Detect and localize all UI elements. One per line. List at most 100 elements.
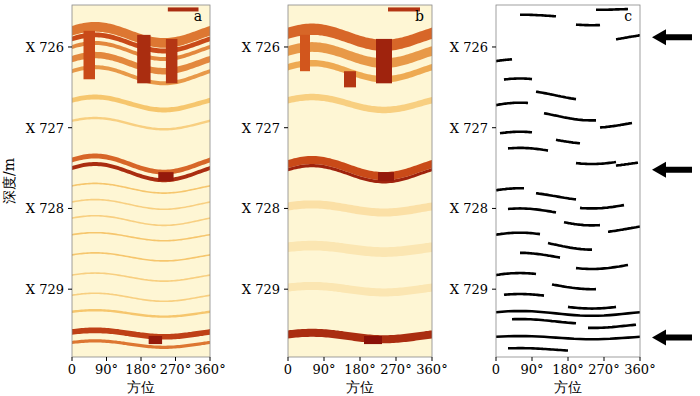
trace	[616, 35, 640, 39]
x-tick-label: 0	[492, 362, 500, 377]
panel-label: b	[415, 8, 424, 24]
frame	[496, 5, 640, 357]
trace	[600, 123, 632, 128]
x-tick	[396, 357, 397, 361]
band	[288, 94, 432, 113]
y-tick	[68, 127, 72, 128]
x-tick	[360, 357, 361, 361]
x-tick-label: 90°	[95, 362, 118, 377]
band	[72, 328, 210, 340]
x-tick-label: 360°	[416, 362, 447, 377]
trace	[568, 307, 616, 309]
x-tick-label: 270°	[380, 362, 411, 377]
y-tick	[492, 208, 496, 209]
band	[288, 200, 432, 216]
trace	[536, 92, 576, 99]
x-axis-label: 方位	[346, 379, 374, 395]
x-axis-label: 方位	[554, 379, 582, 395]
patch	[376, 39, 392, 83]
trace	[496, 59, 512, 61]
trace	[580, 205, 624, 208]
x-tick	[324, 357, 325, 361]
x-tick	[106, 357, 107, 361]
frame	[72, 5, 210, 357]
trace	[520, 253, 560, 258]
trace	[616, 163, 638, 166]
patch	[149, 336, 162, 344]
y-tick	[284, 46, 288, 47]
band	[72, 183, 210, 194]
arrow	[652, 162, 692, 178]
trace	[508, 148, 548, 151]
y-tick	[492, 289, 496, 290]
y-tick	[284, 127, 288, 128]
x-tick	[141, 357, 142, 361]
band	[72, 95, 210, 113]
y-tick	[492, 127, 496, 128]
trace	[500, 132, 532, 133]
trace	[508, 208, 556, 212]
x-tick-label: 0	[284, 362, 292, 377]
y-tick-label: X 727	[450, 121, 488, 136]
panel-label: a	[194, 8, 202, 24]
y-tick-label: X 729	[450, 282, 488, 297]
x-tick-label: 90°	[520, 362, 543, 377]
x-tick	[604, 357, 605, 361]
x-tick-label: 360°	[624, 362, 655, 377]
trace	[548, 243, 592, 250]
y-tick-label: X 727	[242, 121, 280, 136]
band	[72, 232, 210, 242]
trace	[576, 23, 600, 26]
y-tick-label: X 726	[242, 40, 280, 55]
panel-label: c	[624, 8, 632, 24]
trace	[496, 103, 528, 105]
y-tick-label: X 728	[450, 201, 488, 216]
trace	[496, 273, 536, 275]
x-tick	[210, 357, 211, 361]
band	[288, 164, 432, 183]
trace	[564, 222, 600, 225]
x-tick	[288, 357, 289, 361]
patch	[84, 31, 96, 79]
background	[72, 5, 210, 357]
trace	[496, 188, 524, 190]
x-tick	[568, 357, 569, 361]
patch	[158, 172, 173, 181]
trace	[556, 140, 580, 144]
y-axis-label: 深度/m	[1, 158, 17, 204]
y-tick	[68, 46, 72, 47]
patch	[137, 35, 150, 83]
band	[288, 329, 432, 344]
x-tick	[640, 357, 641, 361]
y-tick	[492, 46, 496, 47]
trace	[496, 336, 640, 339]
x-tick-label: 270°	[160, 362, 191, 377]
y-tick	[284, 289, 288, 290]
band	[288, 241, 432, 257]
band	[288, 282, 432, 297]
frame	[288, 5, 432, 357]
band	[72, 162, 210, 182]
band	[72, 252, 210, 262]
y-tick-label: X 728	[242, 201, 280, 216]
x-tick-label: 180°	[344, 362, 375, 377]
x-tick	[175, 357, 176, 361]
background	[496, 5, 640, 357]
arrow	[652, 330, 692, 346]
trace	[504, 294, 544, 296]
plot-area	[288, 5, 432, 357]
x-tick-label: 90°	[312, 362, 335, 377]
band	[72, 215, 210, 226]
y-tick	[68, 289, 72, 290]
trace	[496, 311, 640, 316]
background	[288, 5, 432, 357]
y-tick-label: X 726	[26, 40, 64, 55]
y-tick-label: X 726	[450, 40, 488, 55]
trace	[512, 319, 576, 323]
trace	[588, 325, 636, 328]
plot-area	[496, 5, 640, 357]
trace	[552, 284, 596, 289]
x-axis-label: 方位	[127, 379, 155, 395]
x-tick-label: 360°	[194, 362, 225, 377]
y-tick	[68, 208, 72, 209]
